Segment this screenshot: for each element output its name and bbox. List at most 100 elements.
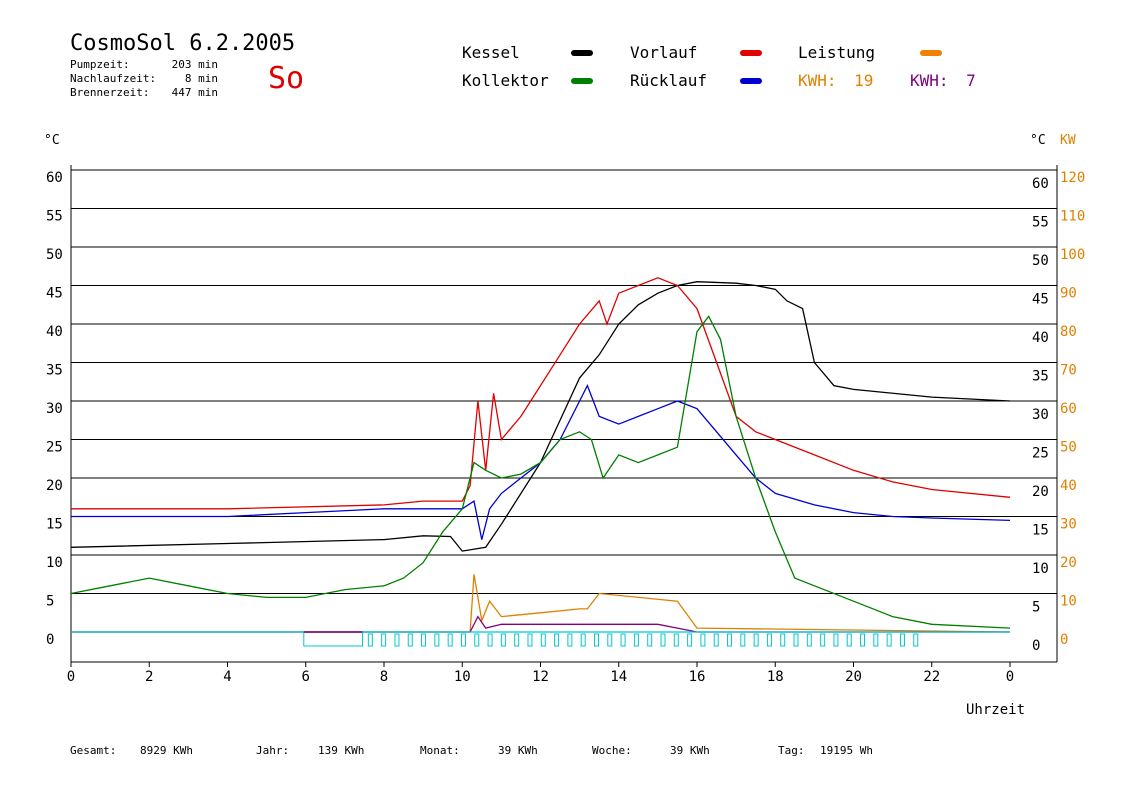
status-pulse xyxy=(514,633,520,647)
status-pulse xyxy=(500,633,506,647)
status-pulse xyxy=(447,633,453,647)
status-pulse xyxy=(660,633,666,647)
y-tick-label: 60 xyxy=(46,170,63,186)
right-unit-c-label: °C xyxy=(1030,133,1046,148)
x-tick-label: 0 xyxy=(67,669,75,685)
y-tick-label: 45 xyxy=(46,286,63,302)
status-pulse xyxy=(913,633,919,647)
y2-tick-label: 90 xyxy=(1060,286,1077,302)
status-pulse xyxy=(567,633,573,647)
y-tick-label: 15 xyxy=(46,517,63,533)
y2-tick-label: 60 xyxy=(1060,401,1077,417)
legend-swatch-leistung xyxy=(920,50,942,56)
status-pulse xyxy=(607,633,613,647)
series-line-leistung xyxy=(71,574,1011,633)
x-tick-label: 14 xyxy=(610,669,627,685)
status-pulse xyxy=(421,633,427,647)
stat-label-pumpzeit: Pumpzeit: xyxy=(70,58,130,71)
footer-value-jahr: 139 KWh xyxy=(318,744,364,757)
footer-label-jahr: Jahr: xyxy=(256,744,289,757)
x-tick-label: 20 xyxy=(845,669,862,685)
y2-tick-label: 80 xyxy=(1060,324,1077,340)
footer-value-gesamt: 8929 KWh xyxy=(140,744,193,757)
y2-tick-label: 50 xyxy=(1060,440,1077,456)
status-pulse xyxy=(700,633,706,647)
status-pulse xyxy=(846,633,852,647)
legend-label-kessel: Kessel xyxy=(462,43,520,62)
status-pulse xyxy=(554,633,560,647)
footer-value-monat: 39 KWh xyxy=(498,744,538,757)
y-right-tick-label: 60 xyxy=(1032,176,1049,192)
status-pulse xyxy=(793,633,799,647)
status-pulse xyxy=(407,633,413,647)
series-line-r-cklauf xyxy=(71,383,1011,540)
status-pulse xyxy=(367,633,373,647)
x-tick-label: 6 xyxy=(302,669,310,685)
legend-label-leistung: Leistung xyxy=(798,43,875,62)
x-tick-label: 10 xyxy=(454,669,471,685)
legend-label-ruecklauf: Rücklauf xyxy=(630,71,707,90)
status-pulse xyxy=(620,633,626,647)
y-tick-label: 5 xyxy=(46,594,54,610)
status-pulse xyxy=(833,633,839,647)
series-line-kollektor xyxy=(70,315,1011,629)
y-tick-label: 25 xyxy=(46,440,63,456)
status-pulse xyxy=(860,633,866,647)
y-right-tick-label: 20 xyxy=(1032,484,1049,500)
status-pulse xyxy=(673,633,679,647)
y-right-tick-label: 55 xyxy=(1032,215,1049,231)
kwh-purple-label: KWH: xyxy=(910,71,949,90)
y2-tick-label: 100 xyxy=(1060,247,1085,263)
x-tick-label: 4 xyxy=(223,669,231,685)
legend: Kessel Vorlauf Leistung Kollektor Rückla… xyxy=(462,43,976,90)
status-pulse xyxy=(740,633,746,647)
y2-tick-label: 110 xyxy=(1060,209,1085,225)
y-right-tick-label: 0 xyxy=(1032,638,1040,654)
footer-value-woche: 39 KWh xyxy=(670,744,710,757)
legend-swatch-ruecklauf xyxy=(740,78,762,84)
status-pulse xyxy=(780,633,786,647)
series-line-vorlauf xyxy=(71,277,1011,510)
y-tick-label: 10 xyxy=(46,555,63,571)
footer-totals: Gesamt: 8929 KWh Jahr: 139 KWh Monat: 39… xyxy=(70,744,873,757)
y-right-tick-label: 25 xyxy=(1032,446,1049,462)
x-tick-label: 0 xyxy=(1006,669,1014,685)
status-pulse xyxy=(766,633,772,647)
x-tick-label: 8 xyxy=(380,669,388,685)
footer-value-tag: 19195 Wh xyxy=(820,744,873,757)
y2-tick-label: 0 xyxy=(1060,632,1068,648)
x-axis-label: Uhrzeit xyxy=(966,702,1025,718)
series-line-kessel xyxy=(70,281,1011,552)
status-pulse xyxy=(580,633,586,647)
status-pulse xyxy=(727,633,733,647)
series-line-kwh-7 xyxy=(71,615,1010,633)
y-right-tick-label: 35 xyxy=(1032,369,1049,385)
legend-swatch-kessel xyxy=(571,50,593,56)
y-tick-label: 0 xyxy=(46,632,54,648)
x-tick-label: 2 xyxy=(145,669,153,685)
right-unit-kw-label: KW xyxy=(1060,133,1076,148)
y-tick-label: 50 xyxy=(46,247,63,263)
legend-label-vorlauf: Vorlauf xyxy=(630,43,697,62)
status-pulse xyxy=(687,633,693,647)
status-pulse xyxy=(540,633,546,647)
x-tick-label: 16 xyxy=(689,669,706,685)
kwh-orange-label: KWH: xyxy=(798,71,837,90)
status-pulse xyxy=(820,633,826,647)
y-right-tick-label: 45 xyxy=(1032,292,1049,308)
legend-label-kollektor: Kollektor xyxy=(462,71,549,90)
y-tick-label: 40 xyxy=(46,324,63,340)
stat-label-nachlaufzeit: Nachlaufzeit: xyxy=(70,72,156,85)
chart-title: CosmoSol 6.2.2005 xyxy=(70,31,295,56)
status-pulse xyxy=(753,633,759,647)
left-unit-label: °C xyxy=(44,133,60,148)
x-tick-label: 18 xyxy=(767,669,784,685)
y-tick-label: 20 xyxy=(46,478,63,494)
footer-label-tag: Tag: xyxy=(778,744,805,757)
status-pulse xyxy=(647,633,653,647)
y-right-tick-label: 40 xyxy=(1032,330,1049,346)
y2-tick-label: 30 xyxy=(1060,517,1077,533)
y-tick-label: 30 xyxy=(46,401,63,417)
